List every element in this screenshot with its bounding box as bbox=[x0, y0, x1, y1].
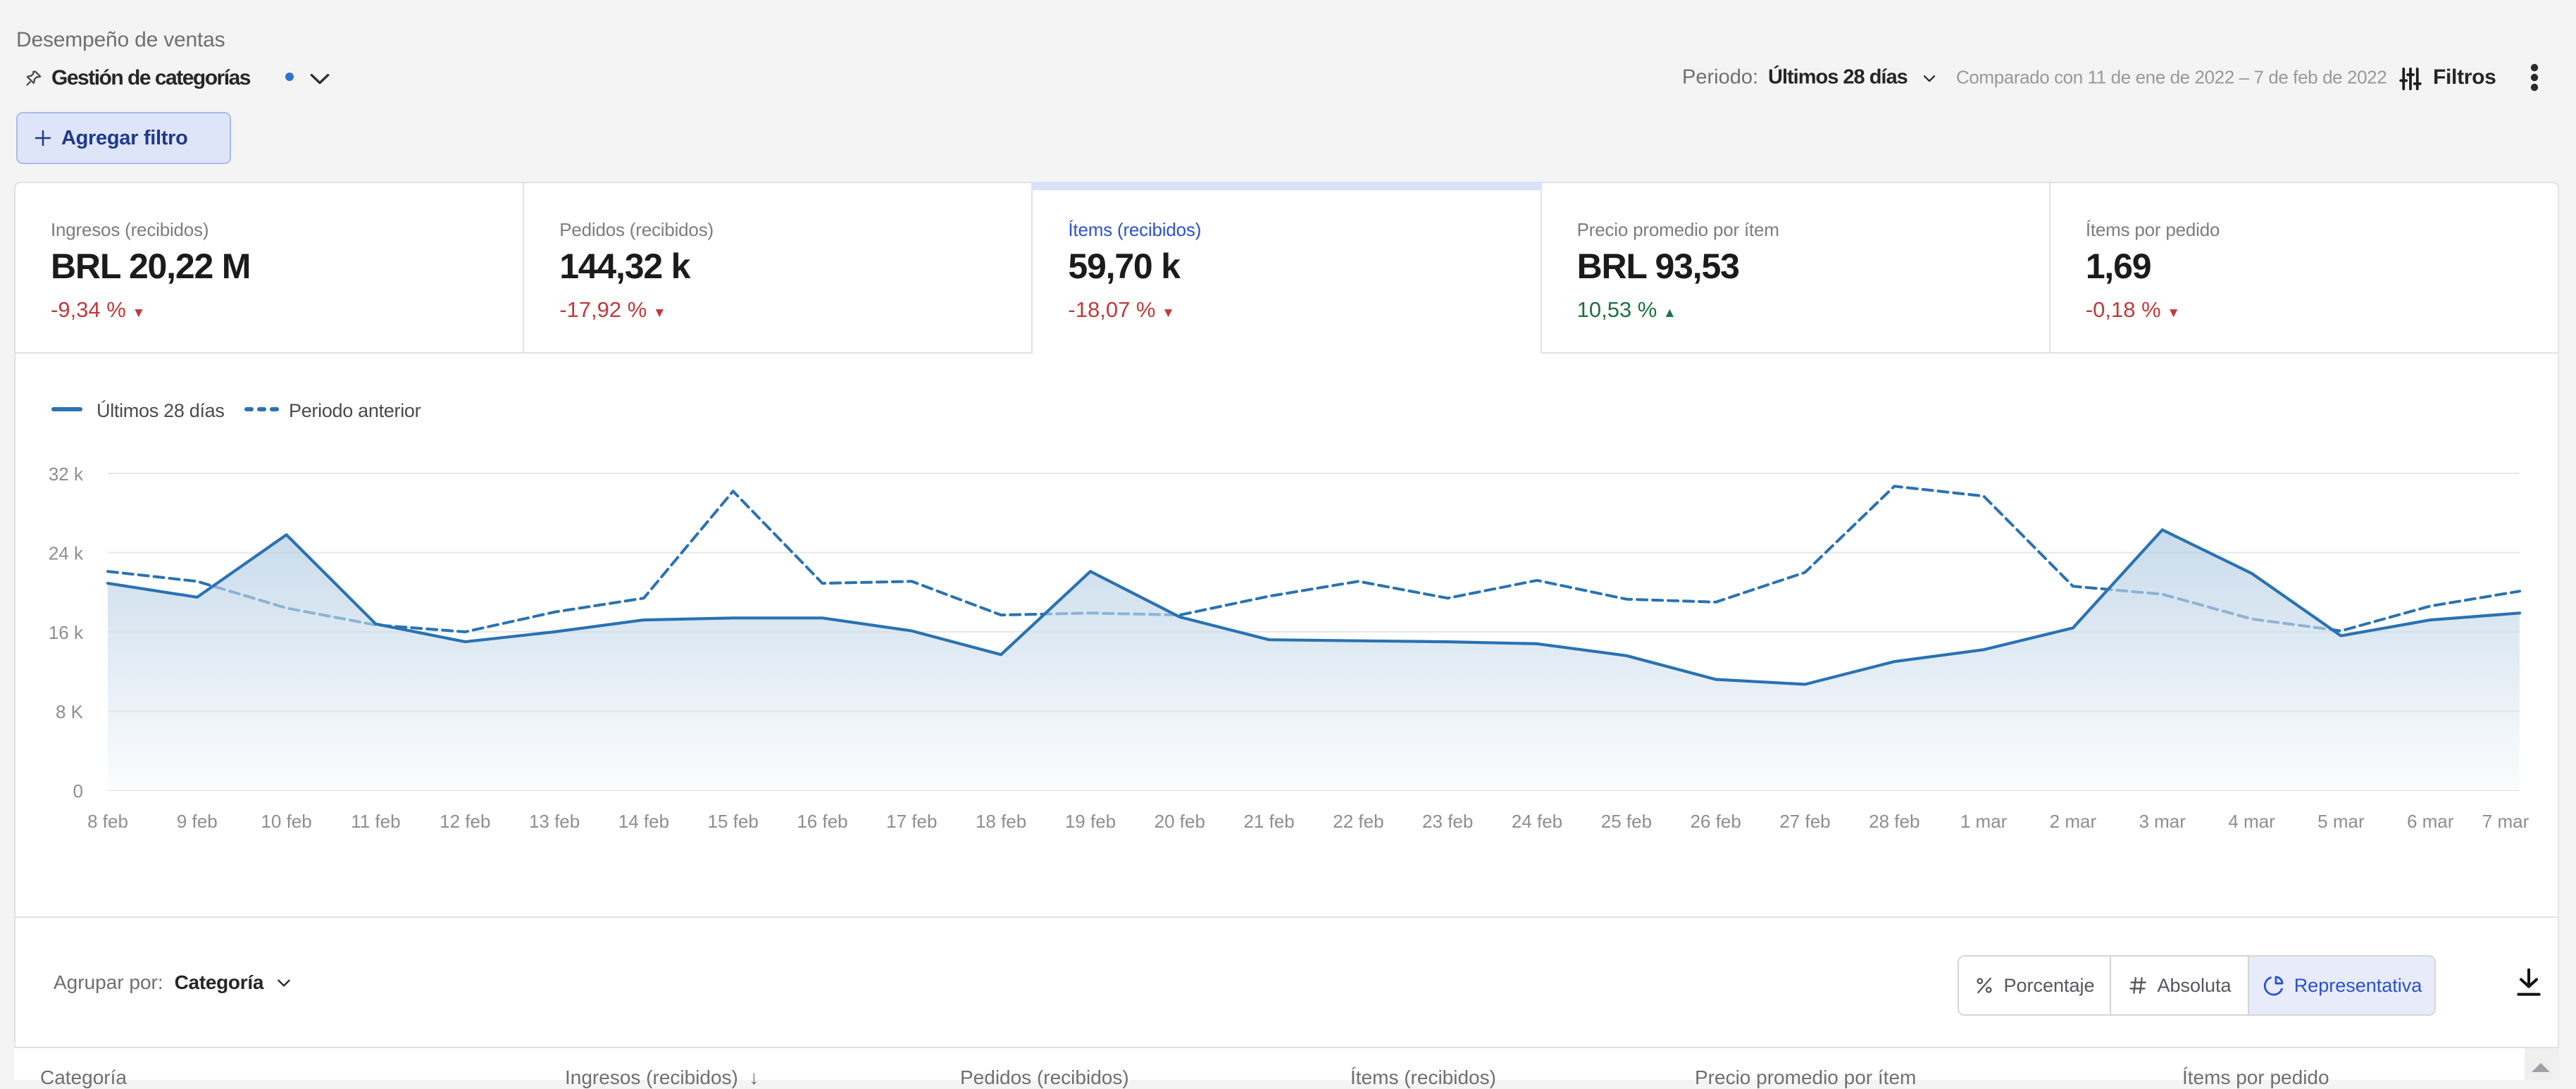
svg-text:6 mar: 6 mar bbox=[2407, 811, 2454, 832]
svg-text:15 feb: 15 feb bbox=[708, 811, 759, 832]
svg-text:2 mar: 2 mar bbox=[2050, 811, 2097, 832]
svg-text:Periodo anterior: Periodo anterior bbox=[289, 400, 421, 421]
svg-text:11 feb: 11 feb bbox=[351, 811, 400, 832]
svg-text:7 mar: 7 mar bbox=[2482, 811, 2530, 832]
svg-text:12 feb: 12 feb bbox=[440, 811, 490, 832]
svg-text:16 feb: 16 feb bbox=[797, 811, 847, 832]
svg-text:13 feb: 13 feb bbox=[529, 811, 580, 832]
svg-text:24 k: 24 k bbox=[49, 543, 84, 564]
svg-text:18 feb: 18 feb bbox=[976, 811, 1026, 832]
svg-text:21 feb: 21 feb bbox=[1243, 811, 1294, 832]
svg-text:8 feb: 8 feb bbox=[87, 811, 128, 832]
svg-text:14 feb: 14 feb bbox=[618, 811, 669, 832]
svg-text:10 feb: 10 feb bbox=[261, 811, 311, 832]
svg-text:27 feb: 27 feb bbox=[1779, 811, 1830, 832]
svg-text:22 feb: 22 feb bbox=[1333, 811, 1383, 832]
svg-text:5 mar: 5 mar bbox=[2317, 811, 2365, 832]
svg-text:32 k: 32 k bbox=[49, 463, 84, 485]
svg-text:Últimos 28 días: Últimos 28 días bbox=[97, 399, 225, 421]
svg-text:24 feb: 24 feb bbox=[1512, 811, 1562, 832]
svg-text:20 feb: 20 feb bbox=[1155, 811, 1205, 832]
svg-text:0: 0 bbox=[73, 780, 83, 802]
svg-text:8 K: 8 K bbox=[56, 702, 84, 723]
svg-text:28 feb: 28 feb bbox=[1869, 811, 1919, 832]
svg-text:26 feb: 26 feb bbox=[1691, 811, 1741, 832]
svg-text:16 k: 16 k bbox=[49, 622, 84, 643]
svg-text:1 mar: 1 mar bbox=[1960, 811, 2008, 832]
svg-text:23 feb: 23 feb bbox=[1422, 811, 1473, 832]
svg-text:9 feb: 9 feb bbox=[177, 811, 218, 832]
svg-text:3 mar: 3 mar bbox=[2139, 811, 2186, 832]
svg-text:19 feb: 19 feb bbox=[1065, 811, 1116, 832]
svg-text:17 feb: 17 feb bbox=[886, 811, 937, 832]
svg-text:25 feb: 25 feb bbox=[1601, 811, 1652, 832]
svg-text:4 mar: 4 mar bbox=[2228, 811, 2275, 832]
